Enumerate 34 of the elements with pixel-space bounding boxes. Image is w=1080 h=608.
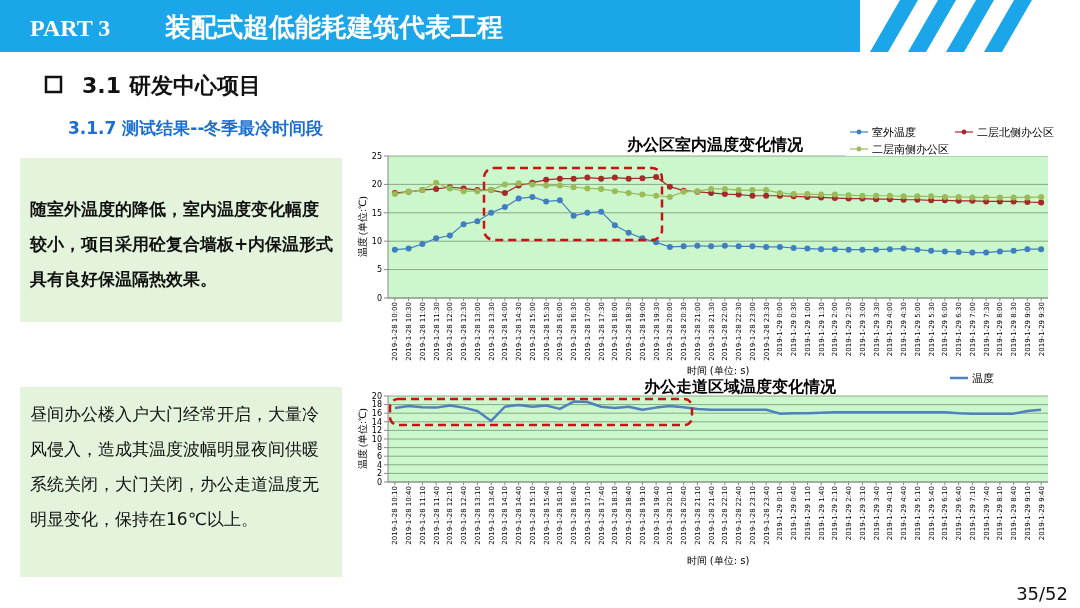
text: 35/52 [1016, 583, 1068, 604]
y-axis-title: 温度 (单位:℃) [357, 196, 369, 258]
legend-label: 温度 [972, 371, 994, 384]
chart-title: 办公区室内温度变化情况 [626, 135, 804, 153]
y-tick-label: 25 [371, 151, 382, 161]
y-tick-label: 18 [371, 400, 382, 410]
y-tick-label: 16 [371, 409, 382, 418]
y-tick-label: 2 [376, 469, 382, 479]
text: 昼间办公楼入户大门经常开启，大量冷风侵入，造成其温度波幅明显夜间供暖系统关闭，大门关闭，办公走道温度无明显变化，保持在16℃以上。 [30, 404, 319, 529]
text: 3.1 研发中心项目 [82, 73, 261, 98]
y-tick-label: 0 [376, 293, 382, 303]
legend-label: 二层北侧办公区 [977, 125, 1054, 138]
text: PART 3 [30, 15, 111, 41]
text: 3.1.7 测试结果--冬季最冷时间段 [68, 118, 325, 138]
y-tick-label: 0 [376, 477, 382, 487]
x-axis-title: 时间 (单位: s) [686, 555, 750, 566]
y-tick-label: 8 [376, 443, 382, 453]
y-tick-label: 20 [371, 391, 382, 401]
x-axis-title: 时间 (单位: s) [686, 365, 750, 376]
legend-label: 室外温度 [872, 125, 916, 138]
y-tick-label: 10 [371, 434, 382, 444]
text: 装配式超低能耗建筑代表工程 [164, 12, 503, 42]
chart-title: 办公走道区域温度变化情况 [643, 377, 837, 395]
y-tick-label: 20 [371, 180, 382, 190]
y-tick-label: 15 [371, 208, 382, 218]
text: 随室外温度的降低，室内温度变化幅度较小，项目采用砼复合墙板+内保温形式具有良好保温隔热效果。 [29, 199, 334, 289]
y-tick-label: 10 [371, 237, 382, 246]
y-tick-label: 4 [376, 460, 382, 470]
y-axis-title: 温度 (单位:℃) [357, 408, 369, 470]
y-tick-label: 14 [371, 417, 382, 427]
y-tick-label: 12 [371, 426, 382, 436]
y-tick-label: 6 [376, 452, 382, 461]
y-tick-label: 5 [376, 265, 382, 275]
legend-label: 二层南侧办公区 [872, 142, 949, 155]
